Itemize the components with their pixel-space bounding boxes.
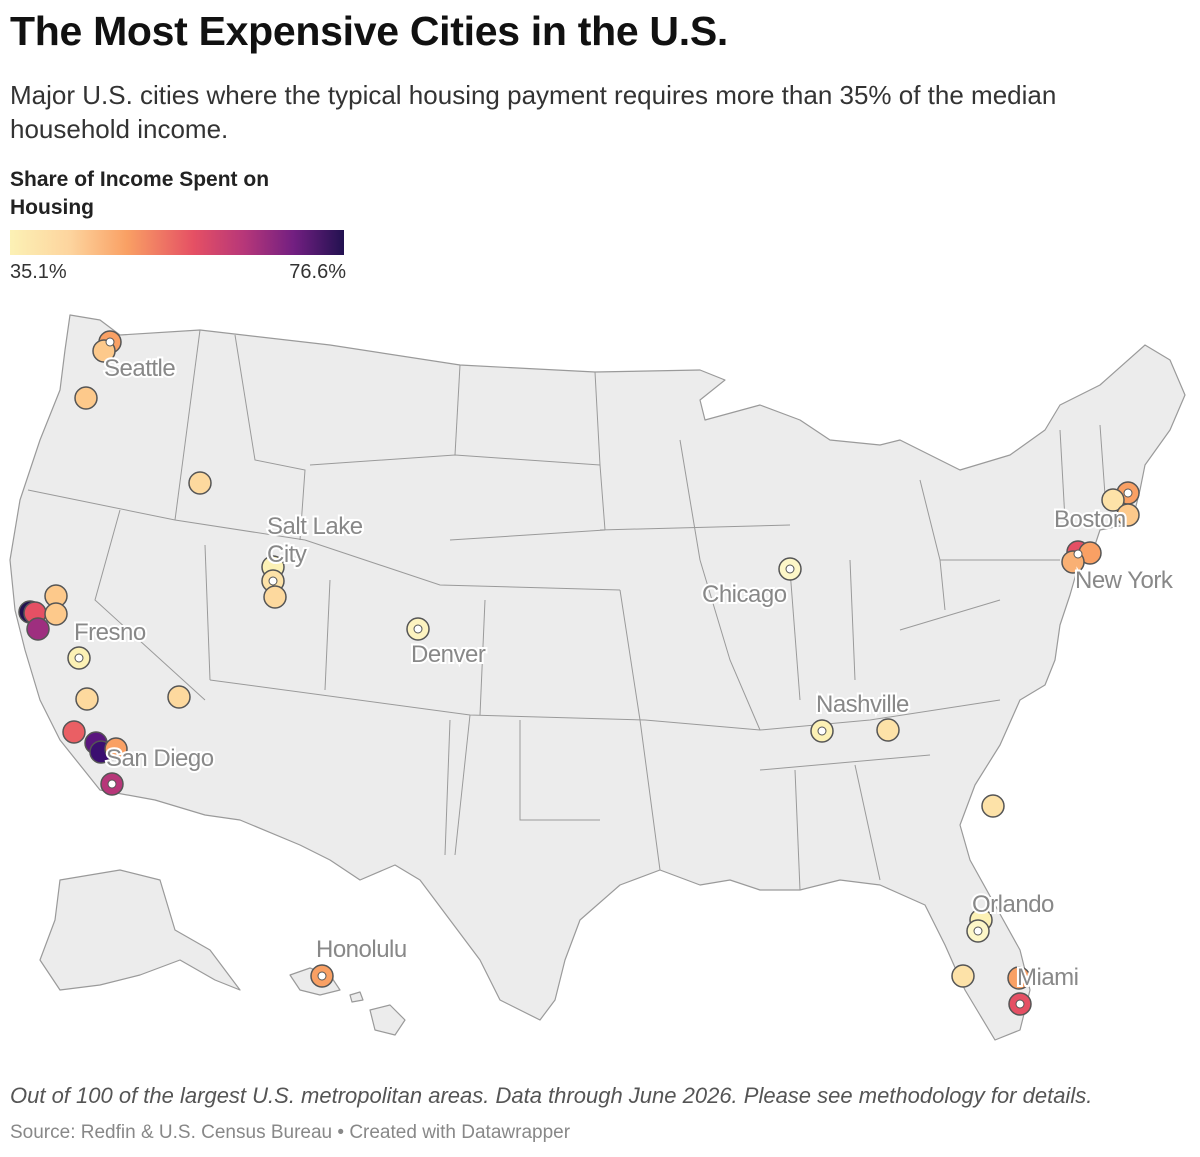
marker-stockton: [44, 602, 68, 626]
marker-slc-3: [263, 585, 287, 609]
marker-boston-3: [1116, 503, 1140, 527]
label-chicago: Chicago: [702, 581, 787, 608]
marker-sanjose: [26, 617, 50, 641]
marker-charleston: [981, 794, 1005, 818]
color-legend: Share of Income Spent on Housing 35.1% 7…: [10, 166, 346, 284]
label-new-york: New York: [1075, 567, 1174, 594]
marker-knoxville: [876, 718, 900, 742]
dot-newyork: [1073, 549, 1083, 559]
marker-lasvegas: [167, 685, 191, 709]
label-orlando: Orlando: [972, 891, 1054, 918]
map-land: [9, 314, 1186, 1041]
chart-title: The Most Expensive Cities in the U.S.: [10, 8, 728, 54]
footer-note: Out of 100 of the largest U.S. metropoli…: [10, 1083, 1093, 1108]
label-san-diego: San Diego: [106, 745, 214, 772]
dot-orlando: [973, 926, 983, 936]
marker-bakersfield: [75, 687, 99, 711]
dot-miami: [1015, 999, 1025, 1009]
legend-labels: 35.1% 76.6%: [10, 261, 346, 284]
dot-sandiego: [107, 779, 117, 789]
legend-title: Share of Income Spent on Housing: [10, 168, 270, 219]
alaska-shape: [39, 869, 241, 991]
label-fresno: Fresno: [74, 619, 146, 646]
marker-boston-2: [1101, 488, 1125, 512]
label-salt-lake-city-line2: City: [267, 541, 307, 568]
label-salt-lake-city: Salt Lake City: [267, 513, 369, 568]
marker-boise: [188, 471, 212, 495]
marker-riverside: [104, 737, 128, 761]
marker-portland: [74, 386, 98, 410]
label-miami: Miami: [1017, 964, 1079, 991]
dot-honolulu: [317, 971, 327, 981]
dot-nashville: [817, 726, 827, 736]
marker-oxnard: [62, 720, 86, 744]
state-borders: [27, 329, 1106, 891]
dot-slc: [268, 576, 278, 586]
chart-subtitle: Major U.S. cities where the typical hous…: [10, 80, 1057, 144]
legend-max-label: 76.6%: [289, 261, 346, 283]
legend-gradient-bar: [10, 230, 344, 255]
label-honolulu: Honolulu: [316, 936, 407, 963]
footer-source: Source: Redfin & U.S. Census Bureau • Cr…: [10, 1122, 571, 1143]
label-nashville: Nashville: [816, 691, 909, 718]
dot-denver: [413, 624, 423, 634]
label-boston: Boston: [1054, 506, 1126, 533]
dot-seattle: [105, 337, 115, 347]
marker-tampa: [951, 964, 975, 988]
hawaii-island-shape: [369, 1004, 406, 1036]
hawaii-islet-shape: [349, 991, 364, 1003]
dot-boston: [1123, 488, 1133, 498]
legend-min-label: 35.1%: [10, 261, 67, 283]
contiguous-us-shape: [9, 314, 1186, 1041]
label-seattle: Seattle: [104, 355, 175, 382]
city-labels: Seattle Salt Lake City Fresno Denver San…: [72, 353, 1176, 993]
marker-miami-1: [1007, 966, 1031, 990]
dot-chicago: [785, 564, 795, 574]
label-denver: Denver: [411, 641, 486, 668]
us-map: Seattle Salt Lake City Fresno Denver San…: [9, 314, 1186, 1041]
labeled-city-dots: [74, 337, 1133, 1009]
dot-fresno: [74, 653, 84, 663]
label-salt-lake-city-line1: Salt Lake: [267, 513, 363, 540]
